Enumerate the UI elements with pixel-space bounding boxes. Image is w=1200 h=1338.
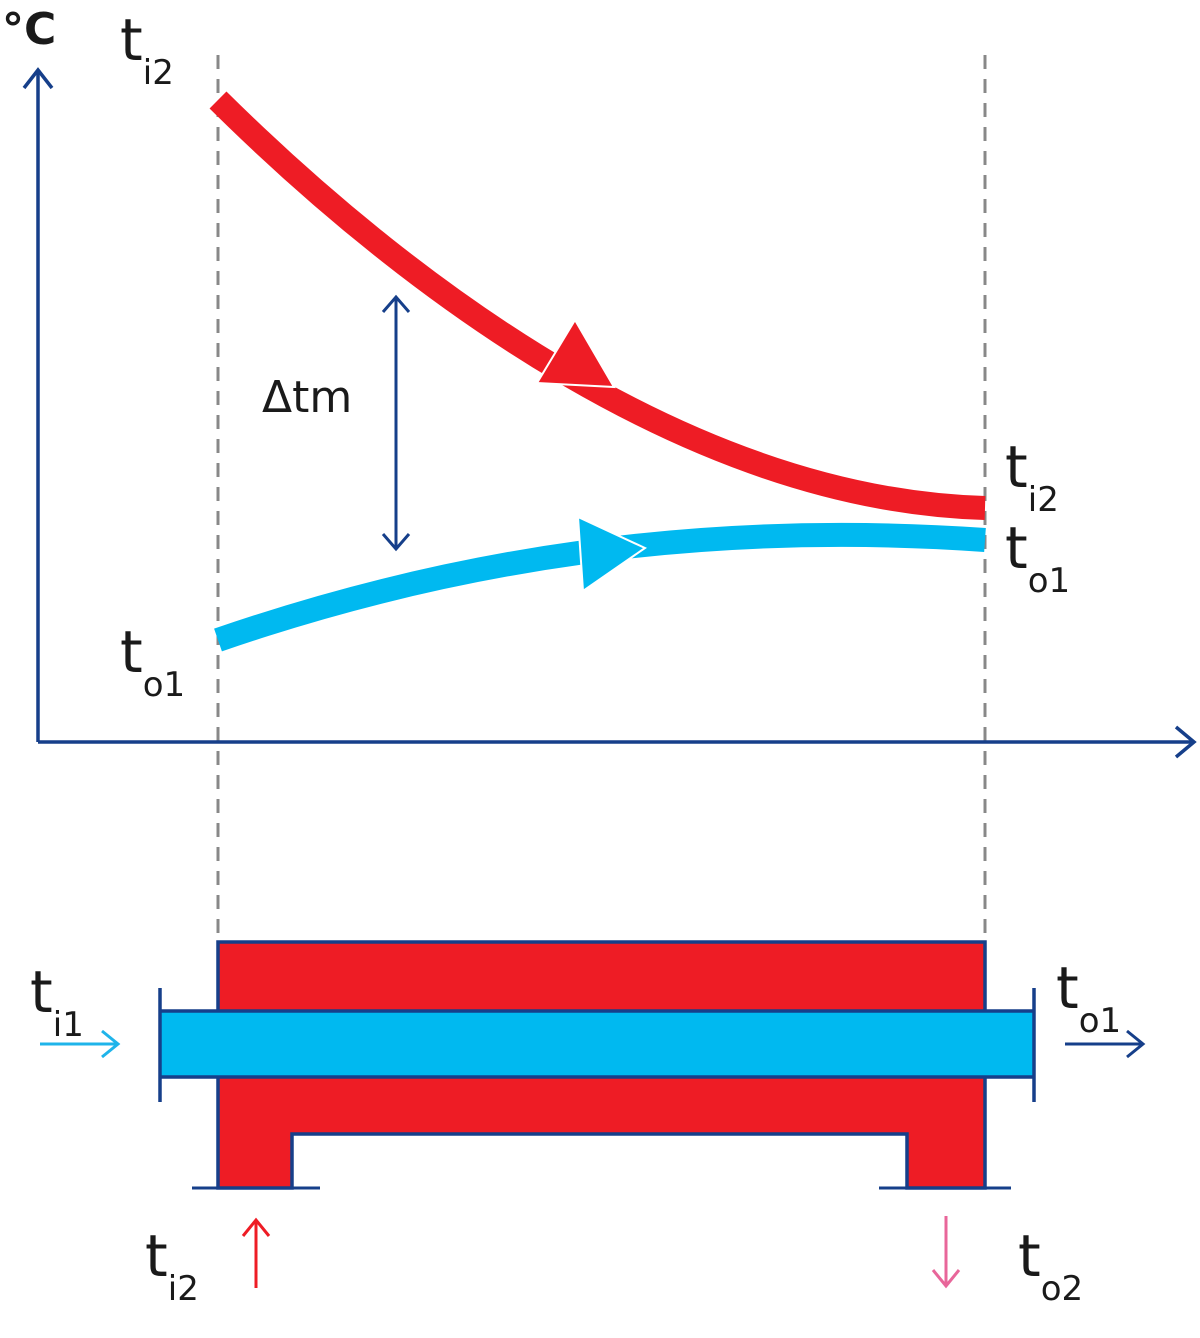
hot-start-label-sub: i2 [143,53,174,93]
delta-tm-indicator [381,294,411,552]
y-axis-unit: °C [2,4,56,55]
outer-outlet-label-main: t [1018,1222,1041,1290]
cold-end-label-main: t [1005,514,1028,582]
delta-tm-label: Δtm [262,372,352,423]
inner-outlet-arrow [1065,1029,1146,1059]
outer-inlet-label-main: t [145,1222,168,1290]
inner-inlet-label-sub: i1 [53,1005,84,1045]
hot-fluid-curve [209,91,986,520]
cold-end-label: to1 [1005,514,1070,601]
cold-end-label-sub: o1 [1028,561,1070,601]
hot-flow-arrow [535,318,616,389]
hot-end-label: ti2 [1005,433,1059,520]
cold-flow-arrow [576,515,648,593]
inner-inlet-label: ti1 [30,958,84,1045]
cold-start-label-main: t [120,618,143,686]
outer-outlet-arrow [931,1216,961,1289]
hot-end-label-main: t [1005,433,1028,501]
outer-inlet-label-sub: i2 [168,1269,199,1309]
inner-outlet-label-main: t [1056,954,1079,1022]
inner-tube-walls [158,988,1036,1102]
inner-outlet-label-sub: o1 [1079,1001,1121,1041]
inner-inlet-label-main: t [30,958,53,1026]
y-axis [22,67,54,742]
inner-tube-cold-fluid [160,1011,1034,1077]
inner-inlet-arrow [40,1029,121,1059]
cold-start-label: to1 [120,618,185,705]
outer-inlet-arrow [241,1217,271,1288]
outer-outlet-label: to2 [1018,1222,1083,1309]
hot-start-label-main: t [120,6,143,74]
inner-outlet-label: to1 [1056,954,1121,1041]
cold-start-label-sub: o1 [143,665,185,705]
hot-start-label: ti2 [120,6,174,93]
hot-end-label-sub: i2 [1028,480,1059,520]
x-axis [38,725,1197,759]
outer-inlet-label: ti2 [145,1222,199,1309]
outer-outlet-label-sub: o2 [1041,1269,1083,1309]
